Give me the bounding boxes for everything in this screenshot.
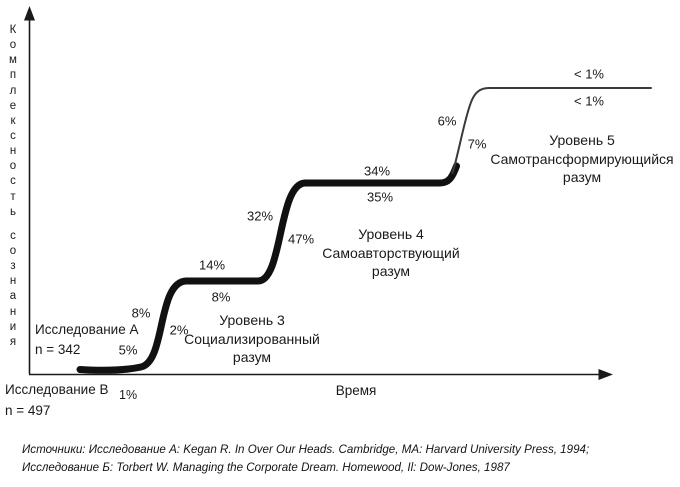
percent-label: 7%: [467, 136, 487, 152]
y-axis-title-char: л: [9, 84, 17, 97]
development-curve-thick: [76, 162, 460, 374]
percent-label: 2%: [169, 322, 189, 338]
level-5-mind-line-1: Самотрансформирующийся: [490, 150, 674, 167]
y-axis-title-char: с: [10, 129, 16, 142]
y-axis-title-char: [5, 220, 21, 229]
level-4-mind-line-1: Самоавторствующий: [322, 244, 460, 261]
level-3-mind-line-2: разум: [232, 349, 272, 365]
y-axis-title-char: з: [10, 260, 16, 273]
y-axis-title-char: п: [9, 69, 17, 82]
level-4-mind-line-2: разум: [371, 263, 411, 279]
percent-label: 8%: [211, 289, 231, 305]
percent-label: 8%: [131, 305, 151, 321]
x-axis-arrow-icon: [598, 369, 613, 380]
level-5-mind-line-2: разум: [562, 169, 602, 185]
y-axis-title-char: н: [9, 145, 17, 158]
y-axis-title-char: н: [9, 305, 17, 318]
percent-label: 5%: [118, 342, 138, 358]
level-4-title: Уровень 4: [358, 226, 424, 242]
development-curve-thin: [451, 87, 652, 174]
level-5-label: Уровень 5 Самотрансформирующийся разум: [490, 131, 673, 187]
y-axis-title-char: с: [10, 175, 16, 188]
y-axis-arrow-icon: [24, 6, 35, 21]
level-4-label: Уровень 4 Самоавторствующий разум: [322, 225, 459, 281]
y-axis-title-char: м: [9, 54, 17, 67]
y-axis-title-char: о: [9, 160, 17, 173]
study-a-callout: Исследование А n = 342: [35, 320, 138, 360]
level-3-label: Уровень 3 Социализированный разум: [184, 311, 320, 367]
study-b-n: n = 497: [5, 403, 51, 418]
y-axis-title-char: я: [9, 335, 17, 348]
study-a-n: n = 342: [35, 342, 81, 357]
y-axis-title-char: е: [9, 99, 17, 112]
y-axis-title-char: к: [10, 114, 16, 127]
percent-label: 34%: [363, 163, 391, 179]
study-b-callout: Исследование B n = 497: [5, 379, 108, 421]
y-axis-title-char: н: [9, 275, 17, 288]
sources-line-1: Источники: Исследование А: Kegan R. In O…: [22, 443, 590, 456]
percent-label: 35%: [366, 189, 394, 205]
x-axis-title: Время: [335, 383, 377, 398]
level-3-title: Уровень 3: [219, 312, 285, 328]
percent-label: 32%: [246, 208, 274, 224]
sources-line-2: Исследование Б: Torbert W. Managing the …: [22, 461, 510, 474]
y-axis-title-char: и: [9, 320, 17, 333]
y-axis-title-char: а: [9, 290, 17, 303]
level-5-title: Уровень 5: [549, 132, 615, 148]
y-axis-title-char: т: [10, 190, 16, 203]
y-axis-title-char: с: [10, 229, 16, 242]
y-axis-title-char: о: [9, 39, 17, 52]
percent-label: 47%: [287, 231, 315, 247]
percent-label: < 1%: [574, 66, 604, 82]
percent-label: 6%: [437, 113, 457, 129]
study-b-label: Исследование B: [5, 382, 109, 397]
y-axis-title-char: о: [9, 244, 17, 257]
study-a-label: Исследование А: [35, 322, 139, 337]
sources-note: Источники: Исследование А: Kegan R. In O…: [22, 441, 667, 477]
percent-label: < 1%: [574, 93, 604, 109]
y-axis-title-char: К: [9, 24, 17, 36]
percent-label: 1%: [119, 388, 138, 402]
level-3-mind-line-1: Социализированный: [184, 330, 320, 347]
y-axis-title-char: ь: [10, 205, 16, 218]
percent-label: 14%: [198, 257, 226, 273]
